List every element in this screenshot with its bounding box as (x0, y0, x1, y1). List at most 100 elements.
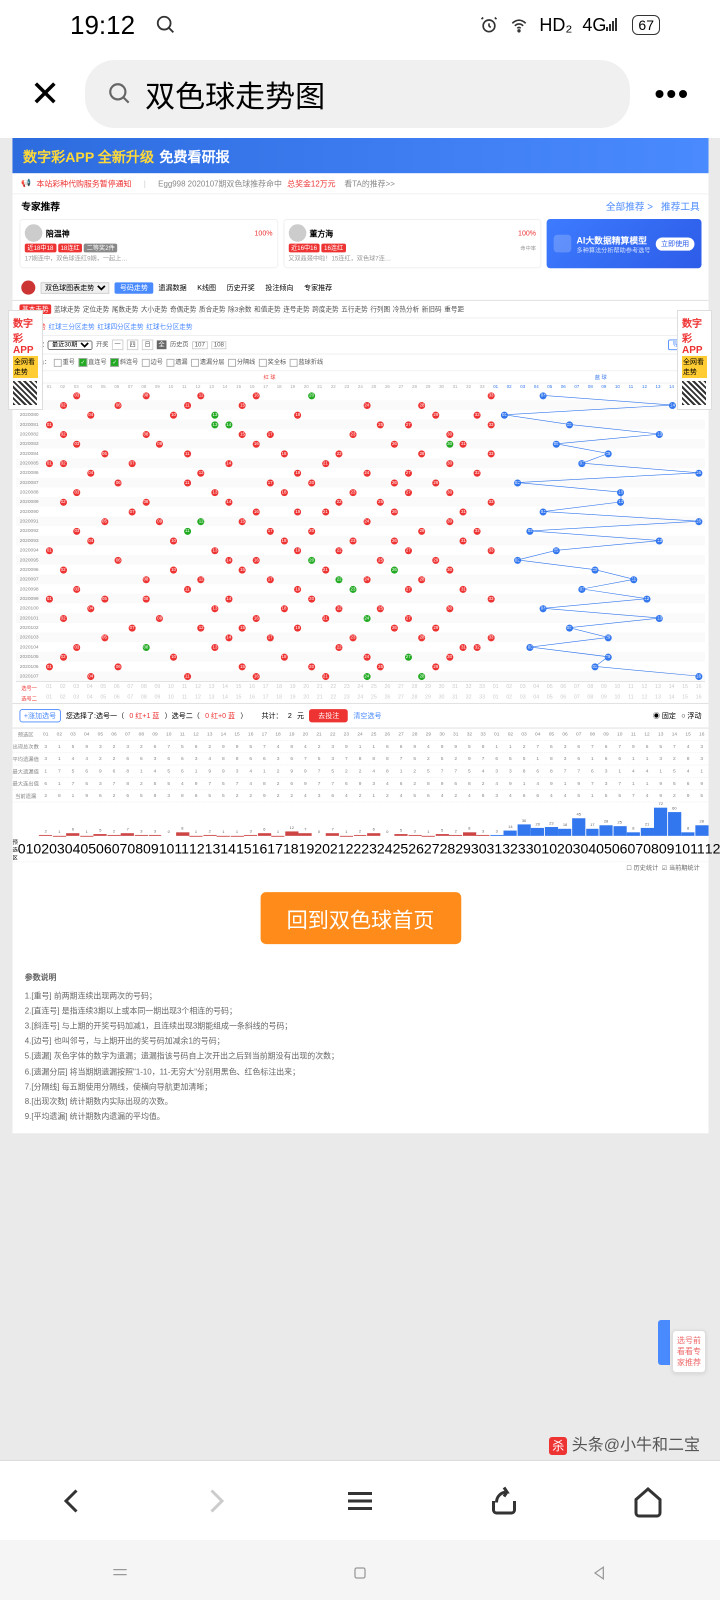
trend-row: 202010502101824273009 (15, 652, 704, 662)
float-radio[interactable]: ○ 浮动 (681, 711, 701, 721)
trend-row: 202009803111923273107 (15, 584, 704, 594)
main-tab[interactable]: 历史开奖 (221, 282, 260, 293)
trend-row: 202010102091621242713 (15, 613, 704, 623)
day-btn[interactable]: 一 (111, 340, 122, 351)
sub-tab[interactable]: 奇偶走势 (169, 304, 195, 314)
ai-card[interactable]: AI大数据精算模型 多种算法分析帮助参考选号 立即使用 (546, 219, 701, 268)
main-tab[interactable]: 投注倾向 (260, 282, 299, 293)
mark-checkbox[interactable]: 奖全标 (258, 358, 285, 367)
sub-tab[interactable]: 大小走势 (140, 304, 166, 314)
main-tab[interactable]: 号码走势 (114, 282, 153, 293)
avatar (24, 224, 42, 242)
recent-icon[interactable] (110, 1563, 130, 1583)
mark-checkbox[interactable]: 分隔线 (228, 358, 255, 367)
main-tab[interactable]: 专家推荐 (298, 282, 337, 293)
share-icon[interactable] (486, 1483, 522, 1519)
mark-checkbox[interactable]: 遗漏分层 (191, 358, 224, 367)
trend-row: 202009602101521263008 (15, 565, 704, 575)
system-nav (0, 1545, 720, 1600)
trend-chart: 期号 红 球 蓝 球 01020304050607080910111213141… (12, 371, 708, 703)
wifi-icon (509, 15, 529, 35)
search-input[interactable]: 双色球走势图 (85, 60, 629, 128)
hist-toggle[interactable]: ☐ 历史统计 (626, 866, 658, 872)
trend-row: 202009401131922273305 (15, 545, 704, 555)
mark-checkbox[interactable]: 直连号 (78, 358, 106, 367)
sub-tab[interactable]: 除3余数 (228, 304, 251, 314)
sub-tab[interactable]: 行列图 (370, 304, 390, 314)
expert-header: 专家推荐 全部推荐 > 推荐工具 (12, 194, 708, 219)
main-tab[interactable]: 遗漏数据 (153, 282, 192, 293)
mark-options: 标注颜色：重号直连号斜连号边号遗漏遗漏分层分隔线奖全标蓝球折线 (12, 354, 708, 371)
trend-row: 202010704111621242816 (15, 671, 704, 681)
forward-icon[interactable] (198, 1483, 234, 1519)
cur-toggle[interactable]: ☑ 当前期统计 (661, 866, 699, 872)
side-tab[interactable] (658, 1320, 670, 1365)
sub-tab[interactable]: 跨度走势 (312, 304, 338, 314)
zone-tabs: 红蓝走势红球三分区走势红球四分区走势红球七分区走势 (12, 318, 708, 336)
param-item: 6.[遗漏分层] 将当期期遗漏按照"1-10，11-无穷大"分别用黑色、红色标注… (24, 1064, 695, 1079)
sys-home-icon[interactable] (350, 1563, 370, 1583)
promo-banner[interactable]: 数字彩APP 全新升级 免费看研报 (12, 138, 708, 173)
qr-icon (13, 381, 37, 405)
sub-tab[interactable]: 和值走势 (254, 304, 280, 314)
zone-tab[interactable]: 红球七分区走势 (146, 322, 192, 332)
ai-icon (553, 235, 571, 253)
sub-tab[interactable]: 重号距 (444, 304, 464, 314)
period-select[interactable]: 最近30期 (47, 340, 92, 350)
mark-checkbox[interactable]: 重号 (53, 358, 74, 367)
trend-row: 202008202081517233013 (15, 429, 704, 439)
search-glass-icon (107, 81, 133, 107)
content-area: 数字彩APP 全新升级 免费看研报 📢 本站彩种代购服务暂停通知 | Egg99… (0, 138, 720, 1478)
day-btn[interactable]: 全 (156, 340, 166, 349)
trend-row: 202007902061115242814 (15, 400, 704, 410)
day-btn[interactable]: 日 (141, 340, 152, 351)
main-tabs: 双色球图表走势 号码走势遗漏数据K线图历史开奖投注倾向专家推荐 (12, 275, 708, 301)
param-notes: 参数说明 1.[重号] 前两期连续出现两次的号码；2.[直连号] 是指连续3期以… (12, 962, 708, 1134)
time: 19:12 (70, 10, 135, 41)
browser-nav (0, 1460, 720, 1540)
expert-card[interactable]: 董方海 100% 近16中16 16连红 命中率 又双叒叕中啦！15连红，双色球… (283, 219, 541, 268)
param-item: 3.[斜连号] 与上期的开奖号码加减1，且连续出现3期能组成一条斜线的号码； (24, 1019, 695, 1034)
sub-tab[interactable]: 五行走势 (341, 304, 367, 314)
bet-button[interactable]: 去投注 (309, 709, 348, 722)
attribution: 杀 头条@小牛和二宝 (549, 1431, 700, 1455)
fixed-radio[interactable]: ◉ 固定 (652, 711, 675, 721)
clear-button[interactable]: 清空选号 (353, 711, 381, 721)
sub-tab[interactable]: 质合走势 (199, 304, 225, 314)
chart-select[interactable]: 双色球图表走势 (40, 282, 109, 293)
sub-tab[interactable]: 定位走势 (82, 304, 108, 314)
back-home-button[interactable]: 回到双色球首页 (260, 892, 461, 944)
side-ad-right[interactable]: 数字彩APP全网看走势 (677, 310, 712, 430)
mark-checkbox[interactable]: 遗漏 (166, 358, 187, 367)
close-icon[interactable]: ✕ (20, 73, 70, 115)
miss-bar-chart: 2161527330812113611270712605315283314302… (12, 802, 708, 837)
search-icon[interactable] (155, 14, 177, 36)
add-selection-button[interactable]: +涨加选号 (19, 709, 60, 722)
main-tab[interactable]: K线图 (191, 282, 220, 293)
back-icon[interactable] (54, 1483, 90, 1519)
mark-checkbox[interactable]: 斜连号 (110, 358, 138, 367)
more-icon[interactable]: ••• (645, 78, 700, 110)
sub-tab[interactable]: 冷热分析 (392, 304, 418, 314)
float-tip[interactable]: 选号前看看专家推荐 (672, 1330, 706, 1373)
mark-checkbox[interactable]: 蓝球折线 (289, 358, 322, 367)
expert-card[interactable]: 陪温神 100% 近18中18 18连红 二等奖2件 17期连中，双色球连红9期… (19, 219, 277, 268)
side-ad-left[interactable]: 数字彩APP全网看走势 (8, 310, 43, 430)
trend-row: 202008501020714213007 (15, 458, 704, 468)
sub-tab[interactable]: 连号走势 (283, 304, 309, 314)
zone-tab[interactable]: 红球三分区走势 (48, 322, 94, 332)
menu-icon[interactable] (342, 1483, 378, 1519)
qr-icon (682, 381, 706, 405)
sub-tab[interactable]: 蓝球走势 (53, 304, 79, 314)
alarm-icon (479, 15, 499, 35)
sound-icon: 📢 (21, 178, 31, 188)
day-btn[interactable]: 四 (126, 340, 137, 351)
trend-row: 202009304101823263113 (15, 536, 704, 546)
sub-tab[interactable]: 新旧码 (421, 304, 441, 314)
sys-back-icon[interactable] (590, 1563, 610, 1583)
zone-tab[interactable]: 红球四分区走势 (97, 322, 143, 332)
mark-checkbox[interactable]: 边号 (141, 358, 162, 367)
trend-row: 202009007161921263104 (15, 507, 704, 517)
sub-tab[interactable]: 尾数走势 (111, 304, 137, 314)
home-icon[interactable] (630, 1483, 666, 1519)
